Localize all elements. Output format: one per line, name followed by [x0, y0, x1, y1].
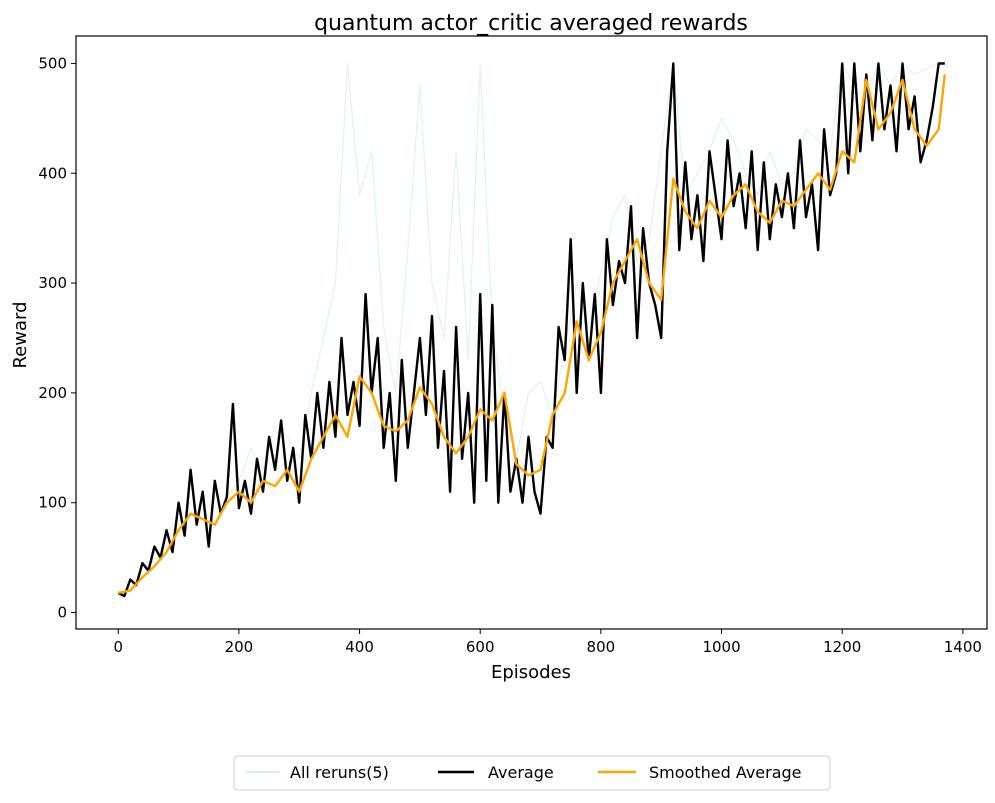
x-tick-label: 1200 [823, 638, 861, 656]
plot-frame [75, 35, 988, 630]
y-tick-label: 500 [38, 54, 67, 72]
x-tick-label: 1400 [944, 638, 982, 656]
x-tick-label: 800 [587, 638, 616, 656]
x-axis: 0 200 400 600 800 1000 1200 1400 [113, 629, 982, 656]
legend-label-average: Average [488, 763, 554, 782]
y-axis: 0 100 200 300 400 500 [38, 54, 76, 622]
x-tick-label: 600 [466, 638, 495, 656]
y-tick-label: 0 [57, 604, 67, 622]
legend-box [233, 755, 831, 791]
series-line-all-reruns [117, 62, 939, 597]
series-line-average [117, 62, 945, 598]
series-line-smoothed-average [117, 74, 946, 594]
legend-label-reruns: All reruns(5) [290, 763, 389, 782]
y-tick-label: 400 [38, 164, 67, 182]
x-tick-label: 1000 [702, 638, 740, 656]
y-tick-label: 200 [38, 384, 67, 402]
x-tick-label: 0 [113, 638, 123, 656]
legend-label-smoothed: Smoothed Average [649, 763, 802, 782]
x-axis-title: Episodes [491, 662, 571, 683]
legend: All reruns(5) Average Smoothed Average [233, 755, 831, 791]
y-tick-label: 100 [38, 494, 67, 512]
y-tick-label: 300 [38, 274, 67, 292]
y-axis-title: Reward [10, 301, 31, 368]
plot-area [117, 62, 946, 598]
chart-title: quantum actor_critic averaged rewards [314, 11, 748, 36]
x-tick-label: 400 [345, 638, 374, 656]
x-tick-label: 200 [225, 638, 254, 656]
